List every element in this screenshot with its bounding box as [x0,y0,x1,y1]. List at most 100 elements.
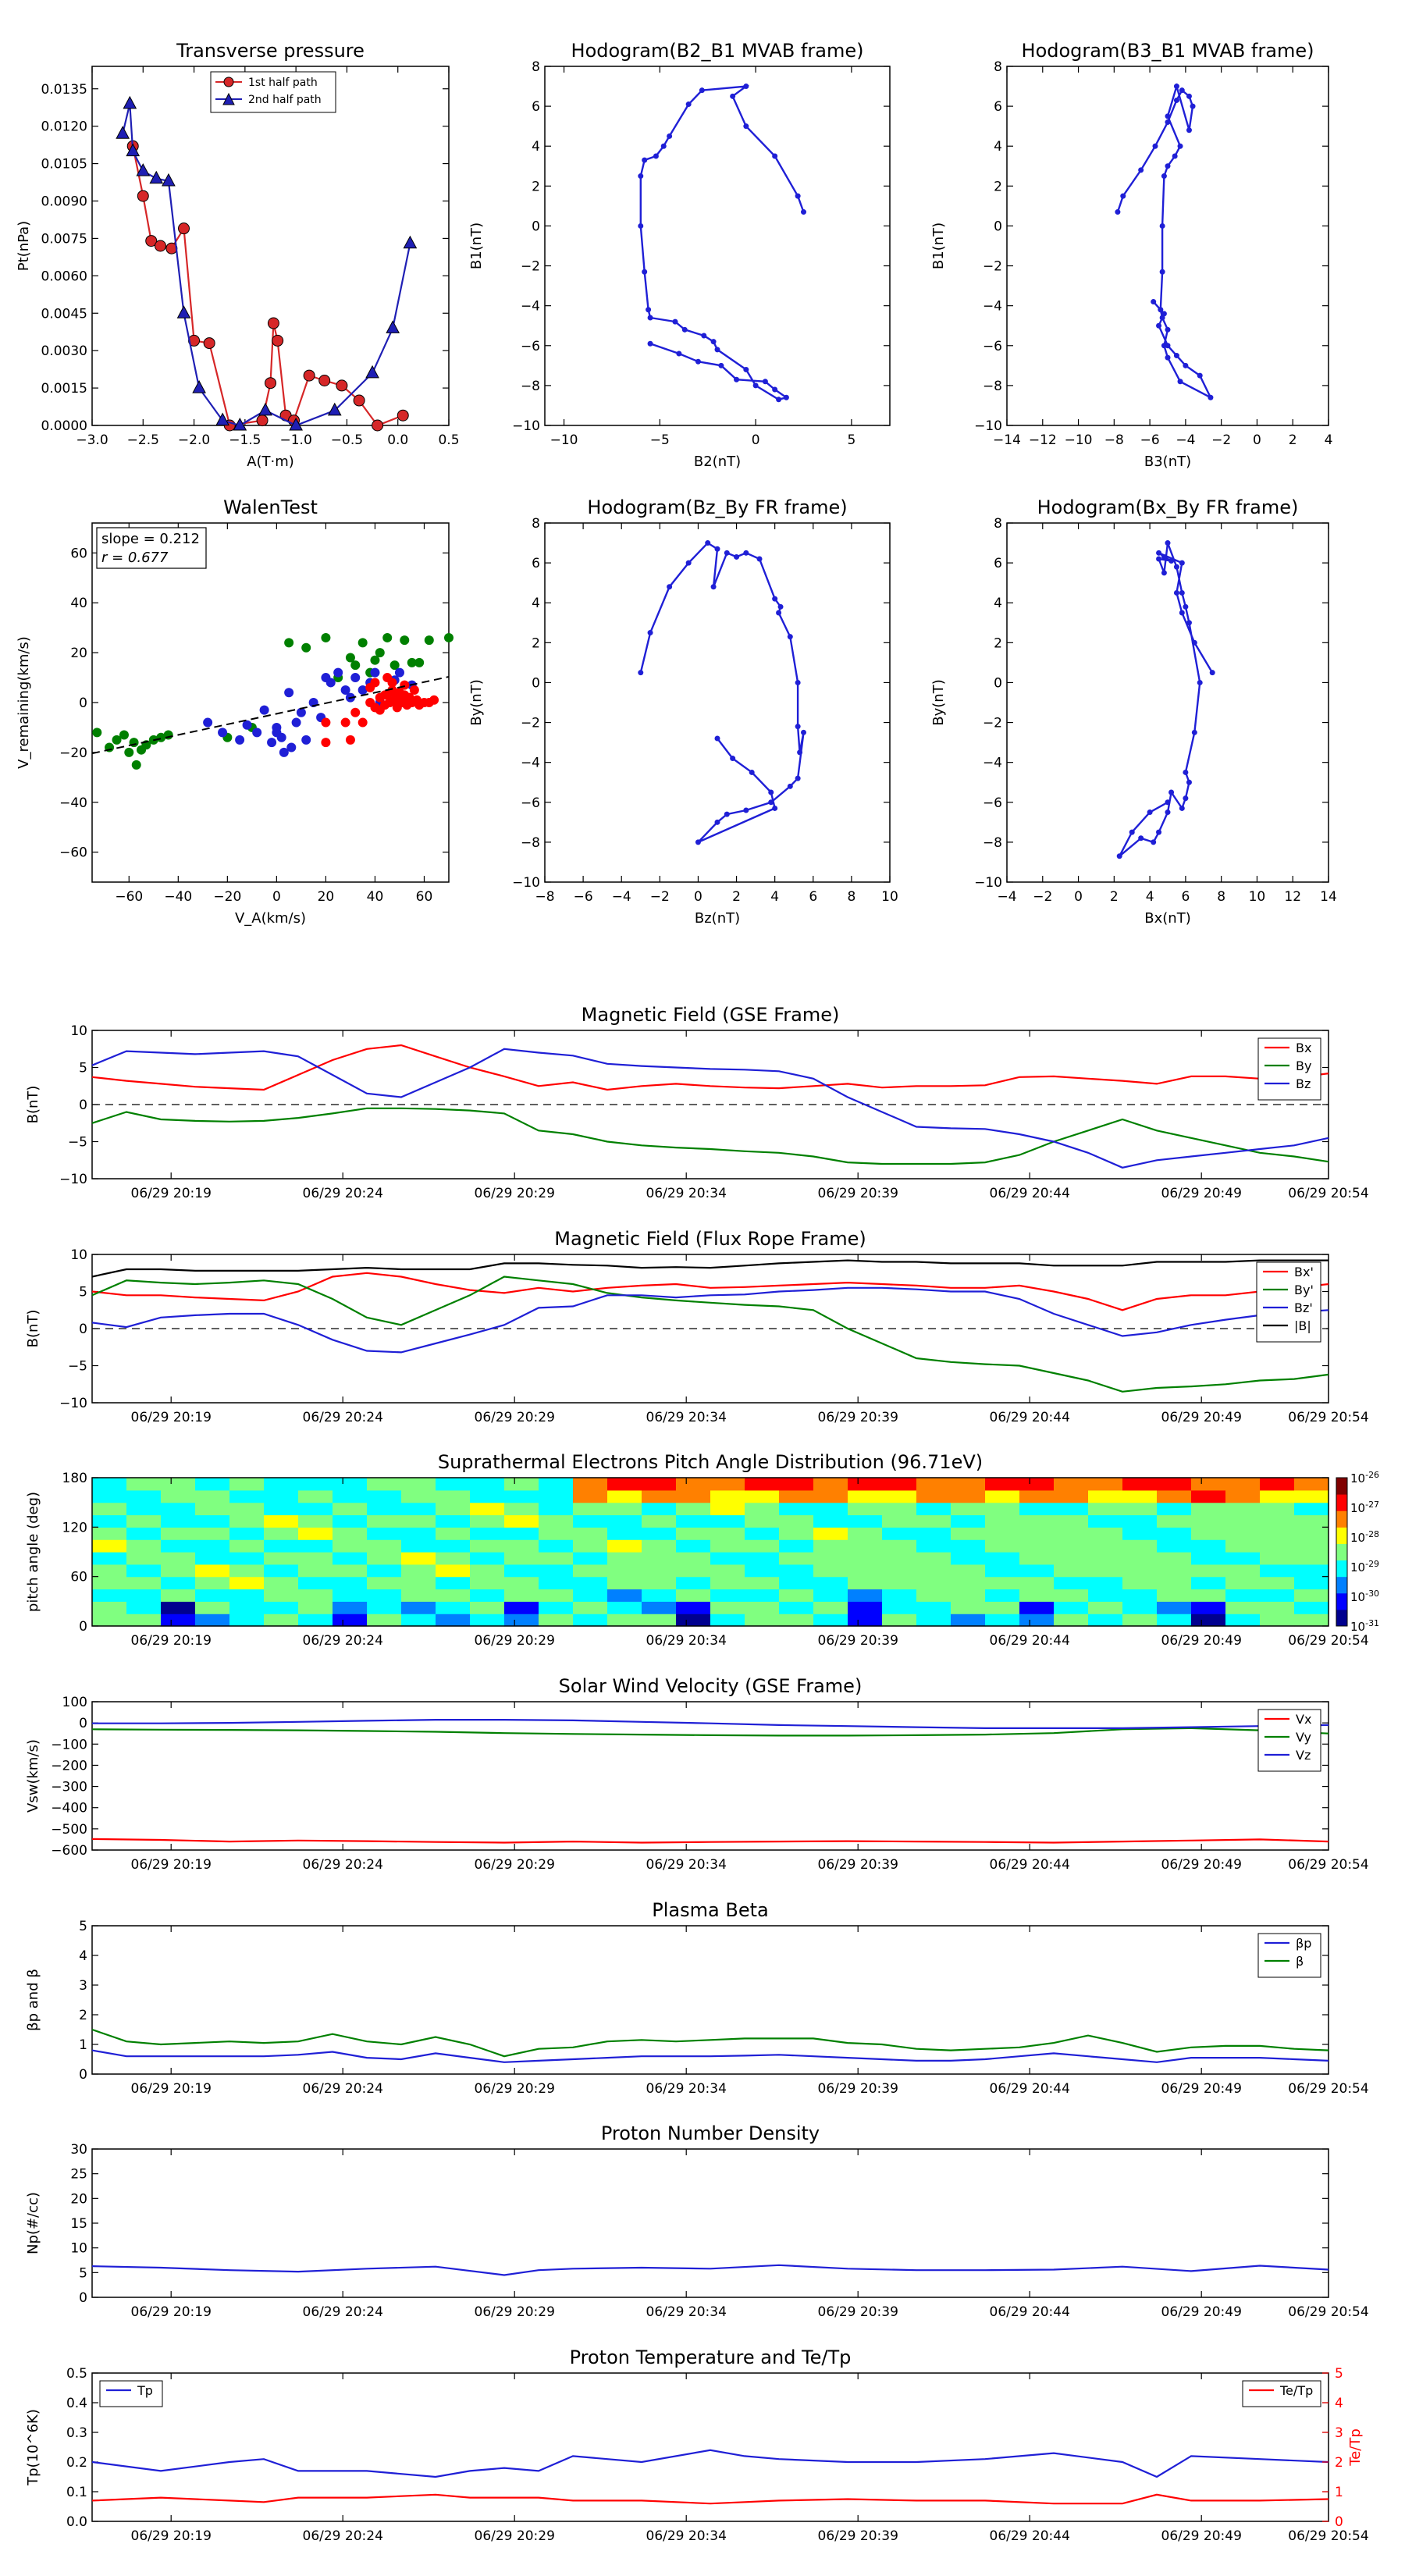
heatmap-cell [161,1502,196,1516]
series-line [122,103,411,427]
heatmap-cell [1019,1527,1055,1540]
y-tick-label: −2 [521,259,540,275]
heatmap-cell [195,1478,230,1491]
heatmap-cell [916,1589,951,1602]
chart-mag_gse: Magnetic Field (GSE Frame) −10 −5 0 5 10 06/29… [25,1004,1369,1201]
heatmap-cell [1191,1564,1226,1578]
hodogram-point [681,326,688,333]
hodogram-point [1168,558,1175,564]
heatmap-cell [298,1539,333,1553]
hodogram-point [743,123,749,130]
heatmap-cell [1019,1576,1055,1590]
heatmap-cell [779,1564,814,1578]
heatmap-cell [298,1514,333,1528]
heatmap-cell [985,1614,1020,1627]
heatmap-cell [436,1589,471,1602]
heatmap-cell [298,1527,333,1540]
scatter-point [357,685,368,696]
chart-title: Hodogram(B3_B1 MVAB frame) [1022,40,1314,62]
heatmap-cell [1157,1514,1192,1528]
heatmap-cell [229,1539,265,1553]
heatmap-cell [229,1589,265,1602]
heatmap-cell [916,1614,951,1627]
y-axis-label: B1(nT) [468,222,485,269]
hodogram-point [1165,354,1171,361]
y-tick-label: −10 [59,1396,87,1411]
x-tick-label: −14 [993,432,1021,448]
heatmap-cell [745,1514,780,1528]
x-tick-label: 2 [732,889,741,905]
heatmap-cell [92,1502,127,1516]
hodogram-point [752,382,759,389]
colorbar-label: 10-26 [1350,1470,1379,1486]
heatmap-cell [607,1564,642,1578]
heatmap-cell [710,1527,745,1540]
heatmap-cell [367,1478,402,1491]
y-tick-label: −300 [51,1780,87,1795]
heatmap-cell [710,1514,745,1528]
heatmap-cell [1260,1601,1295,1614]
hodogram-point [705,540,711,546]
heatmap-cell [264,1552,299,1565]
hodogram-point [1156,829,1162,835]
heatmap-cell [779,1614,814,1627]
colorbar-label: 10-28 [1350,1529,1379,1546]
chart-temp: Proton Temperature and Te/Tp 0.0 0.1 0.2 0.3… [25,2347,1369,2544]
hodogram-point [801,729,806,735]
scatter-point [400,680,410,690]
y-axis-label: V_remaining(km/s) [16,636,32,769]
heatmap-cell [676,1502,711,1516]
heatmap-cell [1122,1589,1158,1602]
colorbar-segment [1336,1576,1347,1594]
heatmap-cell [92,1589,127,1602]
x-tick-label: 4 [1146,889,1154,905]
hodogram-point [1197,372,1203,379]
scatter-point [301,642,311,653]
heatmap-cell [298,1489,333,1503]
heatmap-cell [642,1514,677,1528]
heatmap-cell [1157,1539,1192,1553]
heatmap-cell [985,1539,1020,1553]
heatmap-cell [676,1514,711,1528]
scatter-point [267,738,277,748]
hodogram-line [639,85,805,401]
x-tick-label: 10 [881,889,898,905]
heatmap-cell [333,1601,368,1614]
heatmap-cell [1225,1527,1261,1540]
heatmap-cell [710,1539,745,1553]
heatmap-cell [1260,1552,1295,1565]
heatmap-cell [1157,1489,1192,1503]
heatmap-cell [882,1601,917,1614]
heatmap-cell [264,1539,299,1553]
heatmap-cell [1191,1478,1226,1491]
heatmap-cell [642,1552,677,1565]
data-point [365,365,379,379]
data-point [149,170,164,184]
heatmap-cell [436,1502,471,1516]
heatmap-cell [161,1539,196,1553]
x-tick-label: −4 [612,889,631,905]
y-tick-label: 2 [994,179,1002,194]
scatter-point [375,648,385,658]
heatmap-cell [1019,1539,1055,1553]
scatter-point [325,678,336,688]
y-tick-label: 2 [532,179,540,194]
heatmap-cell [779,1589,814,1602]
legend-entry: βp [1296,1936,1311,1951]
y-tick-label: 25 [70,2167,87,2183]
heatmap-cell [607,1614,642,1627]
hodogram-point [1191,729,1197,735]
hodogram-point [1173,84,1179,90]
x-tick-label: 8 [1217,889,1225,905]
y-axis-label: Vsw(km/s) [25,1739,41,1813]
heatmap-cell [1294,1564,1329,1578]
data-point [123,95,137,109]
chart-title: Hodogram(Bx_By FR frame) [1037,496,1299,518]
heatmap-cell [951,1589,986,1602]
heatmap-cell [126,1601,162,1614]
heatmap-cell [367,1564,402,1578]
heatmap-cell [882,1539,917,1553]
heatmap-cell [367,1576,402,1590]
heatmap-cell [1191,1601,1226,1614]
heatmap-cell [1019,1589,1055,1602]
